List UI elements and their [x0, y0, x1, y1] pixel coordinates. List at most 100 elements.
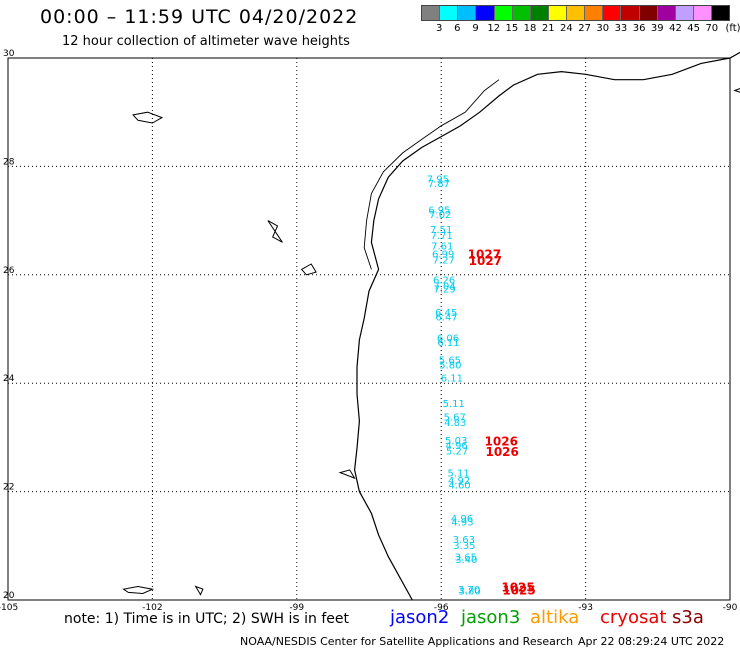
swh-value-label: 5.80 [439, 361, 461, 372]
land-outline [122, 585, 155, 595]
pressure-value-label: 1027 [468, 248, 501, 262]
legend-swatch: #00ff00 [494, 6, 513, 20]
swh-value-label: 7.87 [428, 179, 450, 190]
legend-swatch: #00ffff [440, 6, 459, 20]
swh-value-label: 4.92 [448, 476, 470, 487]
swh-value-label: 6.95 [428, 206, 450, 217]
pressure-value-label: 1025 [501, 580, 534, 594]
land-outline [733, 88, 740, 93]
map-subtitle: 12 hour collection of altimeter wave hei… [62, 34, 350, 49]
swh-value-label: 3.63 [453, 535, 475, 546]
swh-value-label: 6.06 [437, 333, 459, 344]
legend-swatch: #00c000 [512, 6, 531, 20]
legend-swatch: #ffff00 [548, 6, 567, 20]
legend-label: 6 [454, 23, 461, 34]
legend-swatch: #008000 [530, 6, 549, 20]
legend-swatch: #ff0000 [603, 6, 622, 20]
swh-value-label: 5.11 [447, 468, 469, 479]
lon-tick-label: -99 [289, 603, 304, 613]
swh-value-label: 7.04 [433, 281, 455, 292]
land-outline [338, 469, 356, 480]
legend-label: 27 [578, 23, 591, 34]
satellite-jason3: jason3 [461, 607, 521, 628]
legend-swatch: #800000 [639, 6, 658, 20]
swh-value-label: 4.83 [444, 418, 466, 429]
legend-swatch: #000000 [712, 6, 730, 20]
legend-label: 36 [632, 23, 646, 34]
legend-label: 15 [505, 23, 519, 34]
swh-value-label: 5.67 [444, 413, 466, 424]
legend-label: 9 [472, 23, 479, 34]
legend-labels: 3 6 9 12 15 18 21 24 27 30 33 36 39 42 45 70 (ft) [421, 21, 740, 35]
satellite-altika: altika [530, 607, 580, 628]
lon-tick-label: -90 [723, 603, 738, 613]
swh-value-label: 4.96 [446, 441, 468, 452]
credit-text: NOAA/NESDIS Center for Satellite Applica… [240, 635, 574, 648]
coastline [122, 51, 740, 601]
legend-swatch: #0000ff [476, 6, 495, 20]
legend-swatch: #ff8000 [585, 6, 604, 20]
swh-value-label: 5.03 [445, 436, 467, 447]
lat-tick-label: 24 [3, 374, 15, 384]
satellite-s3a: s3a [672, 607, 704, 628]
swh-value-label: 3.70 [458, 585, 480, 596]
swh-value-label: 6.11 [437, 338, 459, 349]
swh-value-label: 6.26 [433, 275, 455, 286]
map-title: 00:00 – 11:59 UTC 04/20/2022 [40, 6, 359, 28]
swh-value-label: 7.51 [430, 225, 452, 236]
swh-value-label: 4.93 [451, 518, 473, 529]
lon-tick-label: -105 [0, 603, 18, 613]
lat-tick-label: 28 [3, 157, 15, 167]
legend-label: 45 [687, 23, 701, 34]
satellite-cryosat: cryosat [600, 607, 667, 628]
land-outline [132, 111, 164, 124]
pressure-value-label: 1025 [502, 584, 535, 598]
lat-tick-label: 30 [3, 49, 15, 59]
legend-label: 39 [650, 23, 664, 34]
axis-ticks: -105 -102 -99 -96 -93 -90 30 28 26 24 22 20 [0, 49, 738, 613]
swh-value-label: 4.96 [451, 514, 473, 525]
swh-value-label: 5.65 [439, 356, 461, 367]
land-outline [194, 585, 204, 596]
legend-label: 12 [487, 23, 501, 34]
satellite-jason2: jason2 [390, 607, 450, 628]
gulf-coastline [353, 51, 740, 601]
swh-value-label: 7.61 [431, 241, 453, 252]
pressure-value-label: 1027 [469, 254, 502, 268]
legend-swatch: #c00000 [621, 6, 640, 20]
legend-swatch: #ffc000 [567, 6, 586, 20]
lat-lon-grid [7, 57, 731, 601]
legend-label: 33 [614, 23, 628, 34]
swh-value-label: 3.80 [459, 587, 481, 598]
swh-value-label: 6.47 [435, 312, 457, 323]
barrier-island-coastline [363, 79, 500, 270]
swh-value-label: 5.11 [443, 399, 465, 410]
timestamp-text: Apr 22 08:29:24 UTC 2022 [578, 635, 725, 648]
swh-value-label: 4.60 [448, 480, 470, 491]
legend-label: 3 [435, 23, 443, 34]
legend-swatch: #ff90ff [693, 6, 712, 20]
pressure-value-label: 1026 [485, 435, 518, 449]
legend-swatch: #a000a0 [657, 6, 676, 20]
pressure-value-label: 1026 [485, 445, 518, 459]
lat-tick-label: 22 [3, 483, 14, 493]
swh-value-label: 3.65 [455, 552, 477, 563]
legend-label: 42 [669, 23, 682, 34]
swh-value-label: 7.02 [429, 210, 451, 221]
wave-height-labels: 7.957.87 6.957.02 7.517.717.616.997.27 6.26… [427, 175, 536, 598]
legend-color-bar: #808080#00ffff#00bfff#0000ff#00ff00#00c0… [421, 5, 730, 21]
swh-value-label: 6.99 [432, 249, 454, 260]
units-note: note: 1) Time is in UTC; 2) SWH is in fe… [64, 611, 350, 627]
legend-swatch: #00bfff [458, 6, 477, 20]
lat-tick-label: 20 [3, 591, 15, 601]
legend-unit: (ft) [725, 23, 740, 34]
map-frame [7, 57, 731, 601]
lon-tick-label: -93 [578, 603, 593, 613]
legend-label: 30 [596, 23, 610, 34]
swh-value-label: 7.29 [433, 285, 455, 296]
legend-label: 18 [523, 23, 537, 34]
swh-value-label: 6.45 [435, 308, 457, 319]
swh-value-label: 5.27 [446, 447, 468, 458]
land-outline [267, 220, 283, 243]
